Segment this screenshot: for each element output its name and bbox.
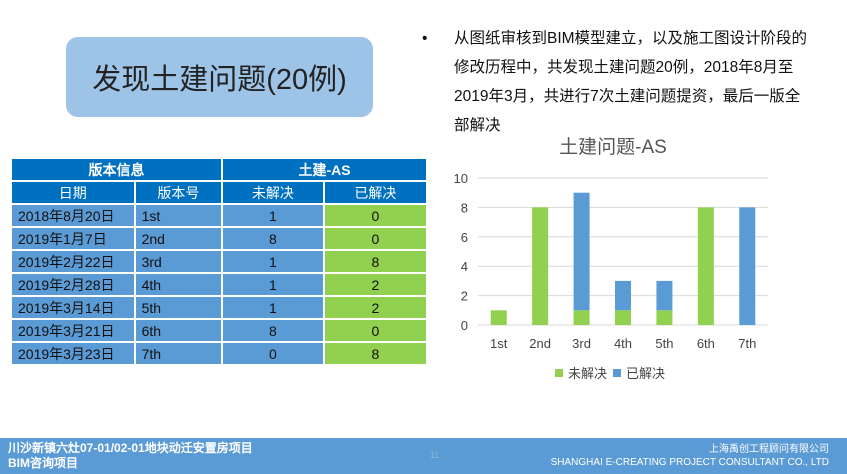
project-subtitle: BIM咨询项目 — [8, 456, 78, 470]
slide-title: 发现土建问题(20例) — [66, 37, 373, 117]
table-cell: 0 — [322, 226, 429, 251]
bar-segment — [490, 310, 507, 325]
table-cell: 6th — [133, 318, 224, 343]
x-tick-label: 7th — [738, 336, 756, 351]
table-row: 2019年1月7日 2nd 8 0 — [10, 226, 429, 251]
table-cell: 2 — [322, 295, 429, 320]
bar-segment — [656, 310, 673, 325]
legend-label: 未解决 — [568, 366, 607, 381]
table-cell: 1 — [221, 249, 325, 274]
version-table: 版本信息 土建-AS 日期 版本号 未解决 已解决 2018年8月20日 1st 1 0 201… — [9, 157, 429, 366]
table-cell: 0 — [221, 341, 325, 366]
x-tick-label: 1st — [490, 336, 508, 351]
x-tick-label: 3rd — [572, 336, 591, 351]
bullet-icon: • — [422, 30, 428, 47]
table-cell: 1 — [221, 203, 325, 228]
table-cell: 1 — [221, 295, 325, 320]
table-cell: 8 — [221, 318, 325, 343]
table-cell: 2019年1月7日 — [10, 226, 136, 251]
y-tick-label: 8 — [461, 200, 468, 215]
table-cell: 2019年3月21日 — [10, 318, 136, 343]
project-name: 川沙新镇六灶07-01/02-01地块动迁安置房项目 — [8, 441, 253, 455]
bar-segment — [697, 207, 714, 325]
bar-segment — [573, 192, 590, 311]
table-cell: 4th — [133, 272, 224, 297]
bar-segment — [615, 310, 631, 325]
column-header: 日期 — [10, 180, 136, 205]
table-cell: 7th — [133, 341, 224, 366]
x-tick-label: 2nd — [529, 336, 551, 351]
table-cell: 2019年2月28日 — [10, 272, 136, 297]
x-tick-label: 6th — [697, 336, 715, 351]
table-cell: 2 — [322, 272, 429, 297]
x-tick-label: 4th — [614, 336, 632, 351]
table-cell: 5th — [133, 295, 224, 320]
table-cell: 2018年8月20日 — [10, 203, 136, 228]
bullet-text: 从图纸审核到BIM模型建立，以及施工图设计阶段的修改历程中，共发现土建问题20例… — [454, 30, 808, 134]
table-row: 2019年2月28日 4th 1 2 — [10, 272, 429, 297]
table-cell: 1st — [133, 203, 224, 228]
x-tick-label: 5th — [655, 336, 673, 351]
table-row: 2019年3月23日 7th 0 8 — [10, 341, 429, 366]
table-cell: 8 — [322, 341, 429, 366]
y-tick-label: 2 — [461, 289, 468, 304]
legend-label: 已解决 — [626, 366, 665, 381]
y-tick-label: 4 — [461, 259, 468, 274]
table-cell: 3rd — [133, 249, 224, 274]
table-row: 2019年2月22日 3rd 1 8 — [10, 249, 429, 274]
bar-segment — [739, 207, 756, 325]
table-cell: 2019年2月22日 — [10, 249, 136, 274]
y-tick-label: 0 — [461, 318, 468, 333]
table-cell: 8 — [322, 249, 429, 274]
table-cell: 1 — [221, 272, 325, 297]
company-name-en: SHANGHAI E-CREATING PROJECT CONSULTANT C… — [550, 457, 829, 468]
table-row: 2019年3月14日 5th 1 2 — [10, 295, 429, 320]
bar-segment — [615, 280, 631, 311]
table-row: 2018年8月20日 1st 1 0 — [10, 203, 429, 228]
column-header: 已解决 — [322, 180, 429, 205]
bullet-point: • 从图纸审核到BIM模型建立，以及施工图设计阶段的修改历程中，共发现土建问题20… — [422, 24, 812, 140]
bar-segment — [573, 310, 590, 325]
y-tick-label: 6 — [461, 230, 468, 245]
chart-title: 土建问题-AS — [559, 136, 667, 158]
column-header: 版本号 — [133, 180, 224, 205]
table-cell: 0 — [322, 203, 429, 228]
group-header: 土建-AS — [221, 157, 428, 182]
y-tick-label: 10 — [454, 171, 468, 186]
legend-swatch — [555, 369, 563, 377]
bar-segment — [656, 280, 673, 311]
page-number: 11 — [430, 450, 440, 460]
company-name-cn: 上海禹创工程顾问有限公司 — [709, 444, 829, 455]
footer: 川沙新镇六灶07-01/02-01地块动迁安置房项目 BIM咨询项目 11 上海禹… — [0, 438, 847, 474]
column-header: 未解决 — [221, 180, 325, 205]
legend-swatch — [613, 369, 621, 377]
table-cell: 0 — [322, 318, 429, 343]
table-cell: 2nd — [133, 226, 224, 251]
bar-segment — [532, 207, 549, 325]
bar-chart: 土建问题-AS 0 2 4 6 8 10 1st 2nd 3rd 4th 5th 6th 7th 未解决 已解… — [454, 136, 768, 381]
table-cell: 2019年3月14日 — [10, 295, 136, 320]
group-header: 版本信息 — [9, 157, 224, 182]
table-row: 2019年3月21日 6th 8 0 — [10, 318, 429, 343]
table-cell: 2019年3月23日 — [10, 341, 136, 366]
table-cell: 8 — [221, 226, 325, 251]
